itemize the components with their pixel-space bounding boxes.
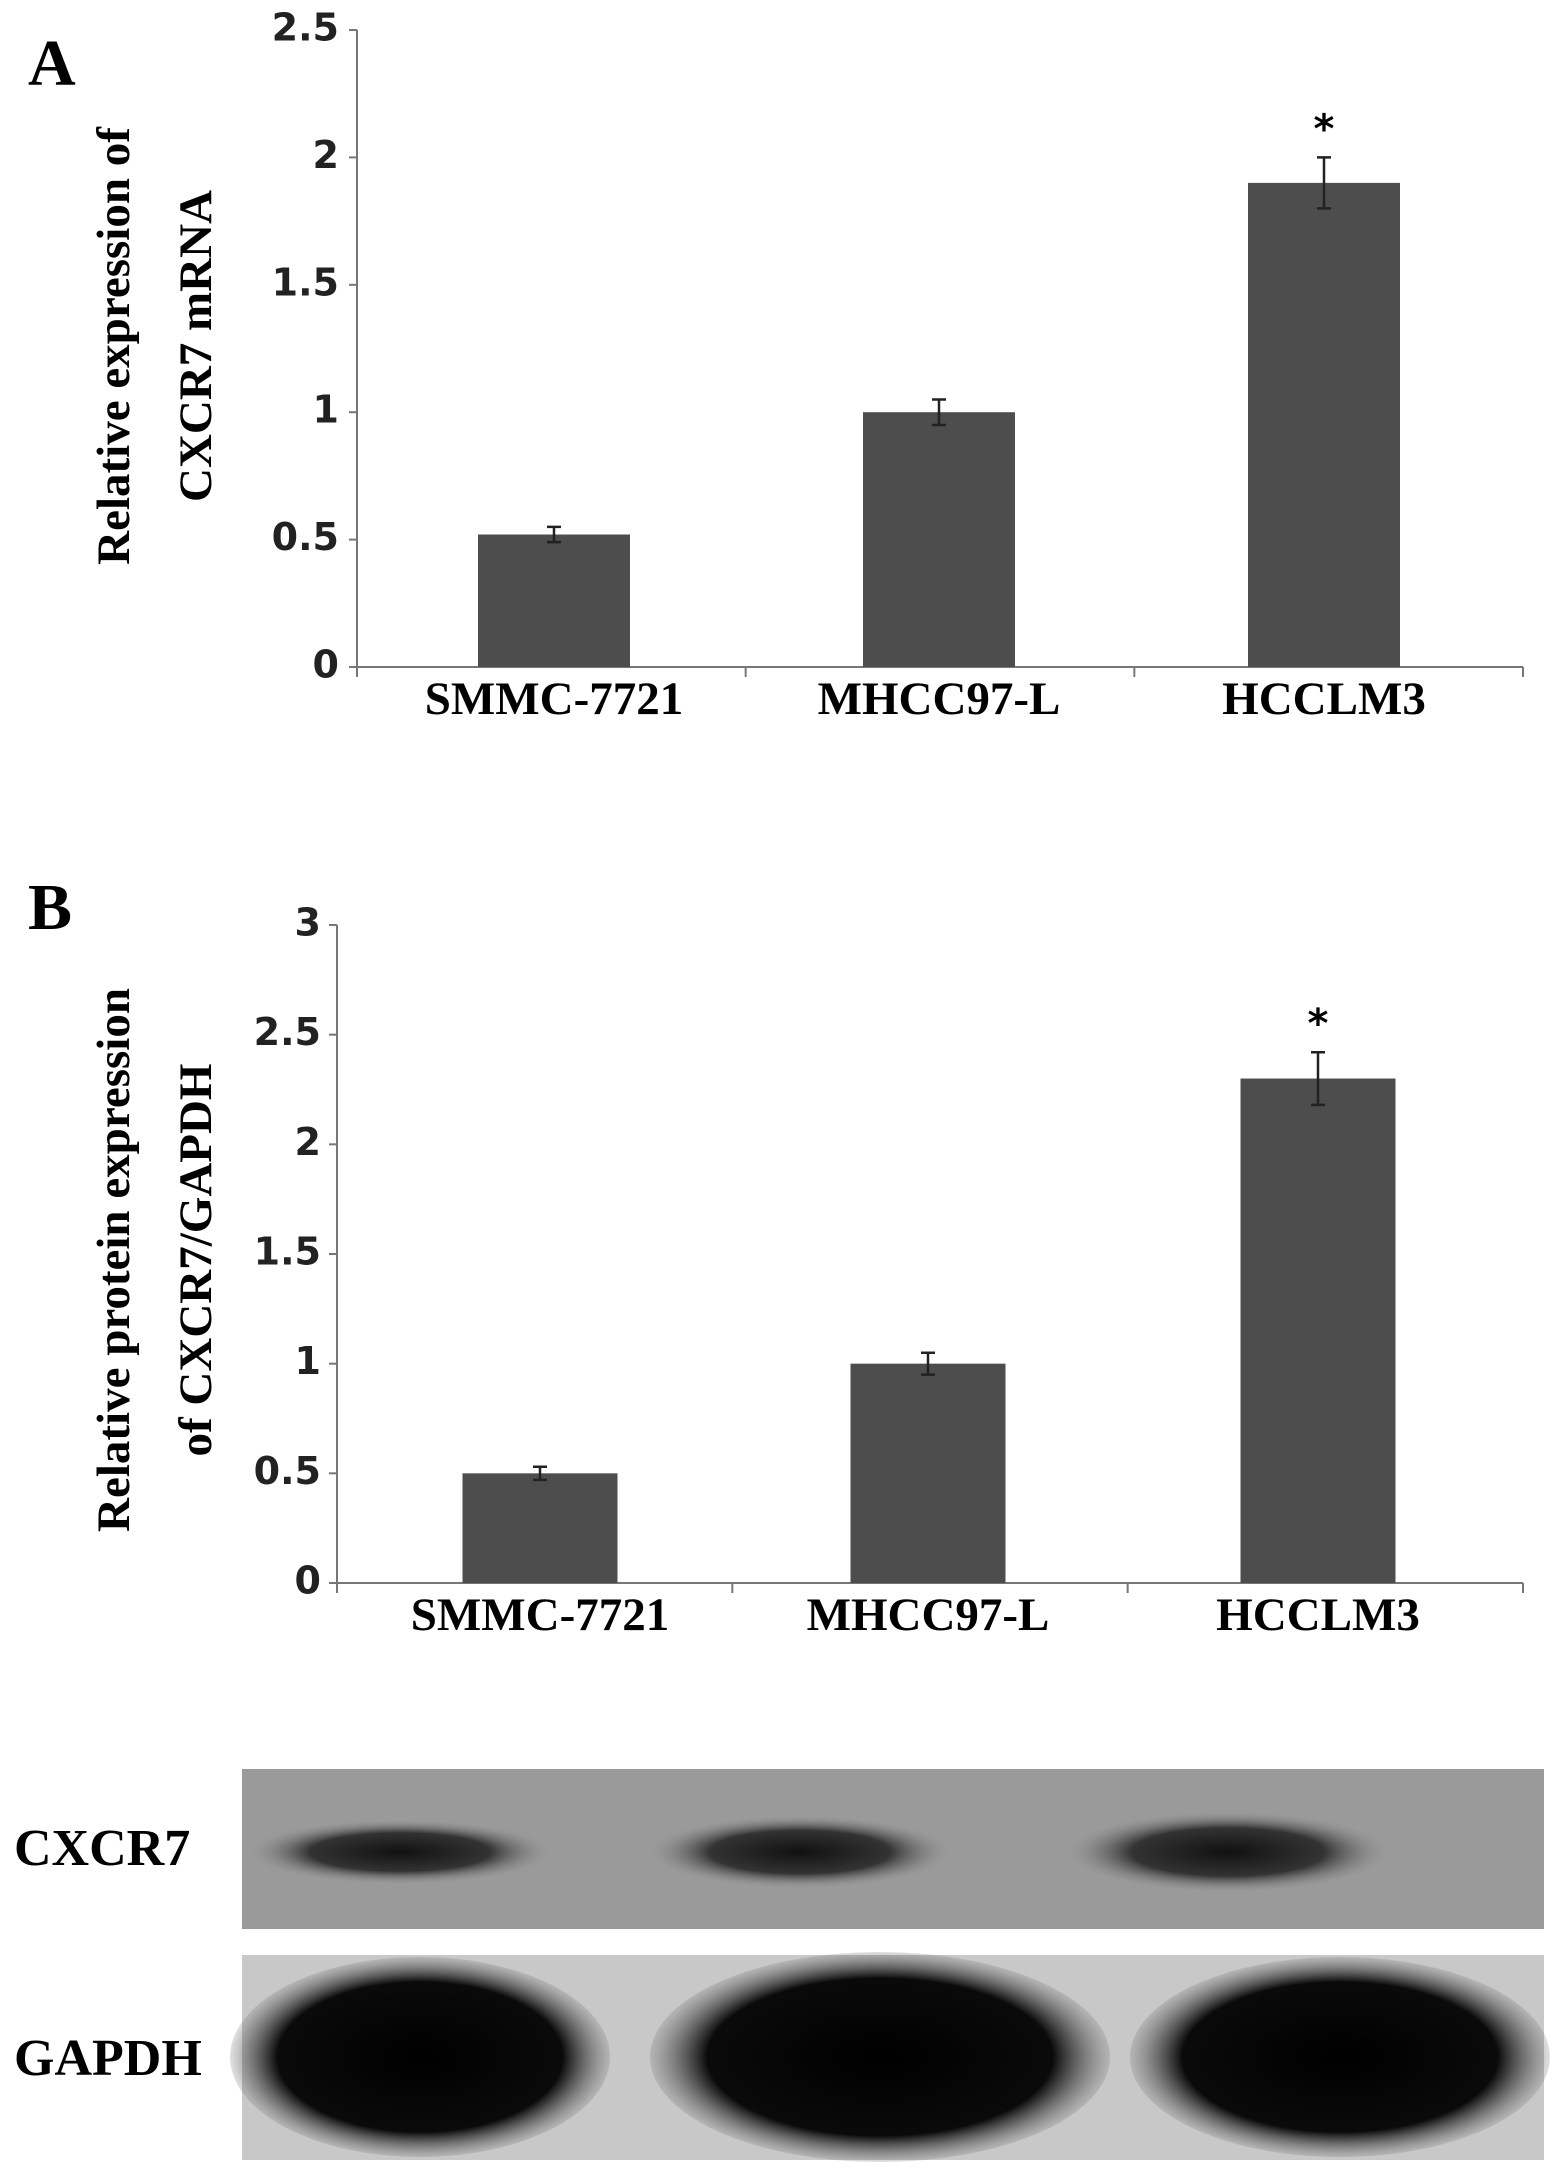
y-tick-label: 0	[313, 643, 339, 687]
y-tick-label: 1.5	[254, 1230, 321, 1274]
x-tick-label: SMMC-7721	[425, 673, 683, 725]
y-tick-label: 2.5	[272, 6, 339, 50]
error-bar	[1317, 156, 1331, 210]
bar	[850, 1363, 1006, 1583]
blot-band	[1068, 1812, 1388, 1892]
y-tick-label: 1	[313, 388, 339, 432]
bar	[863, 412, 1015, 667]
x-tick-label: HCCLM3	[1222, 673, 1426, 725]
y-tick-label: 0.5	[272, 515, 339, 559]
bar	[478, 534, 630, 667]
blot-band	[250, 1820, 550, 1884]
y-tick-label: 1	[295, 1339, 321, 1383]
error-bar	[533, 1465, 547, 1482]
panel-label: A	[28, 27, 76, 100]
x-tick-label: MHCC97-L	[818, 673, 1061, 725]
y-tick-label: 0.5	[254, 1449, 321, 1493]
x-tick-label: HCCLM3	[1216, 1589, 1420, 1641]
blot-band	[230, 1957, 610, 2157]
blot-band	[1130, 1957, 1550, 2157]
blot-band	[650, 1952, 1110, 2162]
blot-label: GAPDH	[14, 2030, 202, 2087]
bar	[462, 1473, 618, 1583]
panel-label: B	[28, 871, 72, 944]
y-tick-label: 2	[313, 133, 339, 177]
x-tick-label: SMMC-7721	[411, 1589, 669, 1641]
blot-band	[650, 1816, 950, 1888]
error-bar	[932, 398, 946, 427]
bar	[1248, 182, 1400, 667]
western-blot: CXCR7 GAPDH	[14, 1769, 1550, 2162]
error-bar	[547, 525, 561, 544]
y-tick-label: 2	[295, 1120, 321, 1164]
y-tick-label: 0	[295, 1559, 321, 1603]
y-tick-label: 1.5	[272, 260, 339, 304]
y-axis-label: Relative expression of	[88, 126, 140, 565]
significance-label: *	[1308, 1001, 1329, 1047]
y-axis-label: of CXCR7/GAPDH	[170, 1064, 222, 1457]
significance-label: *	[1314, 106, 1335, 152]
y-axis-label: Relative protein expression	[88, 988, 140, 1532]
error-bar	[1311, 1050, 1325, 1107]
y-axis-label: CXCR7 mRNA	[170, 190, 222, 502]
error-bar	[921, 1351, 935, 1376]
y-tick-label: 2.5	[254, 1010, 321, 1054]
bar	[1240, 1078, 1396, 1583]
x-tick-label: MHCC97-L	[807, 1589, 1050, 1641]
y-tick-label: 3	[295, 901, 321, 945]
blot-label: CXCR7	[14, 1820, 190, 1877]
